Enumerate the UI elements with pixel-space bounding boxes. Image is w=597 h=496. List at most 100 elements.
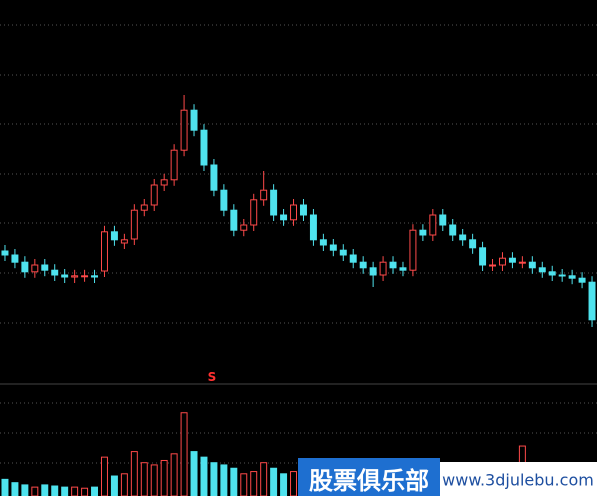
volume-bar [190, 451, 198, 496]
volume-bar [21, 484, 29, 496]
candle-body [31, 264, 39, 273]
candle-body [329, 244, 337, 251]
watermark-box [298, 458, 440, 496]
candle-body [439, 214, 447, 226]
candle-body [170, 149, 178, 181]
candle-body [469, 239, 477, 249]
volume-bar [150, 464, 158, 496]
candle-body [71, 275, 79, 278]
candle-body [518, 261, 526, 264]
candle-body [190, 109, 198, 131]
watermark-url-box [440, 462, 597, 496]
watermark-title: 股票俱乐部 [309, 467, 429, 495]
volume-bar [91, 486, 99, 496]
volume-bar [11, 482, 19, 496]
candle-body [588, 281, 596, 321]
volume-bar [220, 464, 228, 496]
candle-body [110, 231, 118, 241]
candle-body [429, 214, 437, 236]
candle-body [379, 261, 387, 276]
candle-body [91, 275, 99, 278]
candle-body [41, 264, 49, 271]
candle-body [120, 239, 128, 244]
volume-bar [51, 485, 59, 496]
candle-body [548, 271, 556, 276]
volume-bar [100, 456, 108, 496]
candle-body [240, 224, 248, 231]
volume-bar [180, 412, 188, 496]
volume-bar [290, 471, 298, 496]
candle-body [21, 261, 29, 273]
volume-bar [41, 484, 49, 496]
candle-body [100, 231, 108, 272]
volume-bar [260, 462, 268, 496]
volume-bar [230, 467, 238, 496]
volume-bar [250, 471, 258, 496]
candle-body [538, 267, 546, 273]
volume-bar [140, 462, 148, 496]
candle-body [578, 277, 586, 283]
volume-bar [210, 462, 218, 496]
candle-body [319, 239, 327, 246]
candle-body [349, 254, 357, 263]
candle-body [309, 214, 317, 241]
candle-body [51, 269, 59, 276]
candle-body [568, 275, 576, 279]
candle-body [250, 199, 258, 226]
volume-bar [280, 473, 288, 496]
marks [1, 95, 596, 496]
candle-body [210, 164, 218, 191]
price-grid [0, 24, 597, 324]
candle-body [81, 275, 89, 278]
candle-body [11, 254, 19, 263]
candle-body [508, 257, 516, 263]
candle-body [498, 257, 506, 266]
candle-body [61, 274, 69, 278]
volume-bar [61, 486, 69, 496]
watermark-url: www.3djulebu.com [442, 471, 594, 490]
volume-bar [130, 451, 138, 496]
volume-bar [1, 478, 9, 496]
volume-bar [160, 459, 168, 496]
candle-body [160, 179, 168, 186]
volume-bar [270, 467, 278, 496]
volume-bar [71, 486, 79, 496]
candle-body [220, 189, 228, 211]
candle-body [409, 229, 417, 271]
volume-bar [31, 486, 39, 496]
signal-annotation: S [208, 370, 217, 384]
candle-body [389, 261, 397, 269]
candle-body [150, 184, 158, 206]
volume-bar [120, 473, 128, 496]
candle-body [339, 249, 347, 256]
candle-body [1, 250, 9, 256]
candle-body [130, 209, 138, 240]
candle-body [558, 274, 566, 277]
candle-body [459, 234, 467, 241]
candle-body [479, 247, 487, 266]
candle-body [369, 267, 377, 276]
candle-body [419, 229, 427, 236]
volume-grid [0, 402, 597, 464]
candle-body [230, 209, 238, 231]
candle-body [180, 109, 188, 151]
volume-bar [200, 456, 208, 496]
candle-body [200, 129, 208, 166]
candle-body [489, 264, 497, 267]
volume-bar [81, 487, 89, 496]
volume-bar [110, 475, 118, 496]
candle-body [280, 214, 288, 221]
candle-body [299, 204, 307, 216]
candle-body [290, 204, 298, 221]
candle-body [359, 261, 367, 269]
candle-body [260, 189, 268, 201]
candle-body [270, 189, 278, 216]
volume-bar [240, 473, 248, 496]
volume-bar [170, 453, 178, 496]
candle-body [449, 224, 457, 236]
candle-body [528, 261, 536, 269]
candle-body [399, 267, 407, 271]
candle-body [140, 204, 148, 211]
